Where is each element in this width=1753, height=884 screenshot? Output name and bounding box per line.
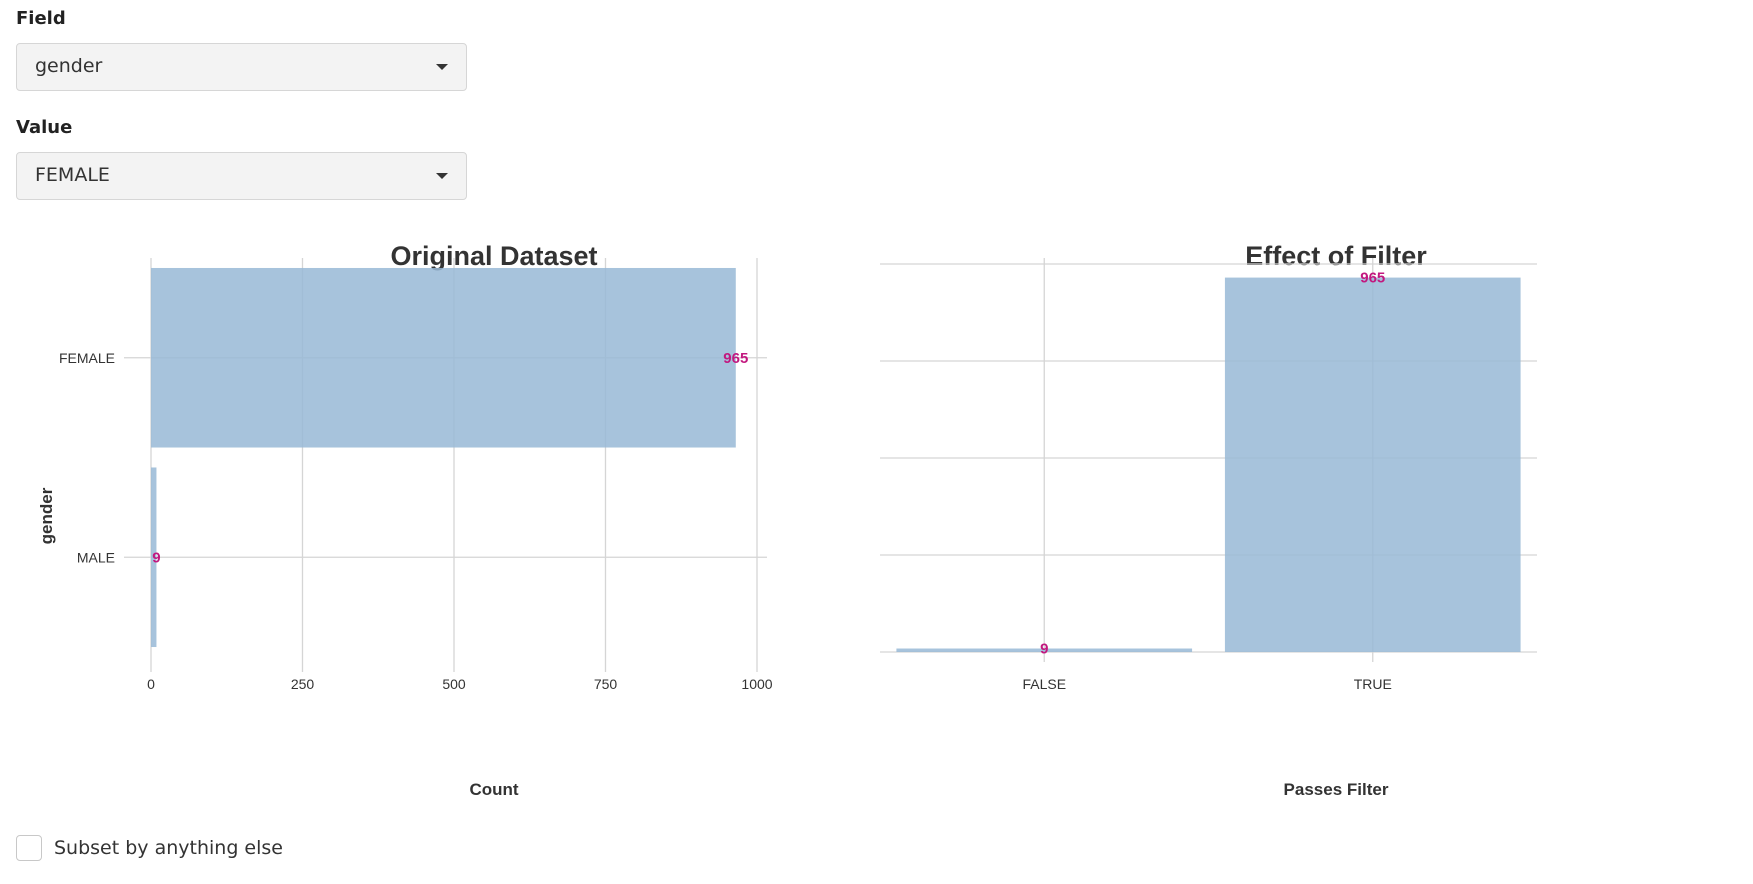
bar: [1224, 277, 1521, 652]
bar: [896, 648, 1193, 652]
x-axis-label: Count: [469, 780, 518, 799]
x-tick-label: FALSE: [1022, 676, 1066, 692]
data-label: 9: [1040, 641, 1048, 658]
x-tick-label: TRUE: [1354, 676, 1392, 692]
bar: [151, 467, 157, 648]
x-axis-label: Passes Filter: [1284, 780, 1389, 799]
y-tick-label: MALE: [77, 549, 115, 565]
subset-checkbox-row[interactable]: Subset by anything else: [16, 834, 283, 862]
x-tick-label: 0: [147, 676, 155, 692]
value-label: Value: [16, 117, 73, 138]
subset-checkbox[interactable]: [16, 835, 42, 861]
x-tick-label: 1000: [741, 676, 772, 692]
y-axis-label: gender: [37, 487, 56, 544]
x-tick-label: 250: [291, 676, 315, 692]
x-tick-label: 750: [594, 676, 618, 692]
field-select-value: gender: [35, 55, 103, 77]
data-label: 965: [723, 350, 748, 367]
field-label: Field: [16, 8, 66, 29]
field-select[interactable]: gender: [16, 43, 467, 91]
original-dataset-chart: Original Dataset gender Count 0 250 500 750…: [37, 241, 773, 799]
caret-down-icon: [436, 173, 448, 179]
chart-title: Effect of Filter: [1245, 241, 1427, 271]
bar: [151, 267, 736, 448]
y-tick-label: FEMALE: [59, 350, 115, 366]
value-select[interactable]: FEMALE: [16, 152, 467, 200]
value-select-value: FEMALE: [35, 164, 110, 186]
subset-checkbox-label: Subset by anything else: [54, 837, 283, 859]
x-tick-label: 500: [442, 676, 466, 692]
data-label: 9: [152, 549, 160, 566]
effect-of-filter-chart: Effect of Filter Passes Filter 025050075…: [880, 241, 1537, 799]
caret-down-icon: [436, 64, 448, 70]
chart-title: Original Dataset: [390, 241, 597, 271]
data-label: 965: [1360, 270, 1385, 287]
